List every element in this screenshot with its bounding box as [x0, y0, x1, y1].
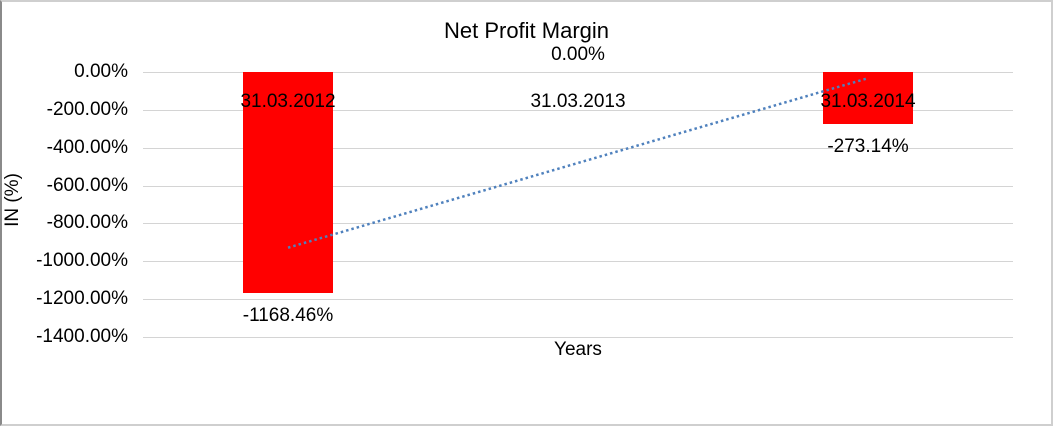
y-axis-tick-label: -400.00%	[46, 136, 128, 158]
bar	[243, 72, 333, 294]
gridline	[143, 299, 1013, 301]
data-label: -273.14%	[827, 135, 909, 157]
trendline	[287, 77, 869, 249]
y-axis-tick-label: 0.00%	[74, 61, 128, 82]
gridline	[143, 261, 1013, 263]
y-axis-tick-labels: 0.00% -200.00% -400.00% -600.00% -800.00% -10…	[2, 2, 128, 424]
bar	[823, 72, 913, 124]
y-axis-tick-label: -1000.00%	[36, 250, 128, 272]
x-axis-title: Years	[554, 339, 602, 360]
gridline	[143, 109, 1013, 111]
data-label: 0.00%	[551, 44, 605, 65]
gridline	[143, 147, 1013, 149]
y-axis-tick-label: -200.00%	[46, 98, 128, 120]
gridline	[143, 223, 1013, 225]
x-axis-category-label: 31.03.2014	[820, 91, 916, 112]
gridline	[143, 185, 1013, 187]
chart-title: Net Profit Margin	[443, 18, 610, 43]
y-axis-tick-label: -1400.00%	[36, 326, 128, 347]
y-axis-tick-label: -800.00%	[46, 212, 128, 234]
x-axis-category-label: 31.03.2012	[240, 91, 336, 112]
y-axis-tick-label: -600.00%	[46, 174, 128, 196]
x-axis-category-label: 31.03.2013	[530, 91, 626, 112]
y-axis-tick-label: -1200.00%	[36, 288, 128, 310]
data-label: -1168.46%	[242, 305, 334, 327]
gridline	[143, 337, 1013, 338]
gridline	[143, 72, 1013, 73]
plot-area: 31.03.2012 -1168.46% 31.03.2013 0.00% 31.03.…	[143, 44, 1013, 338]
trendline-path	[287, 77, 869, 249]
